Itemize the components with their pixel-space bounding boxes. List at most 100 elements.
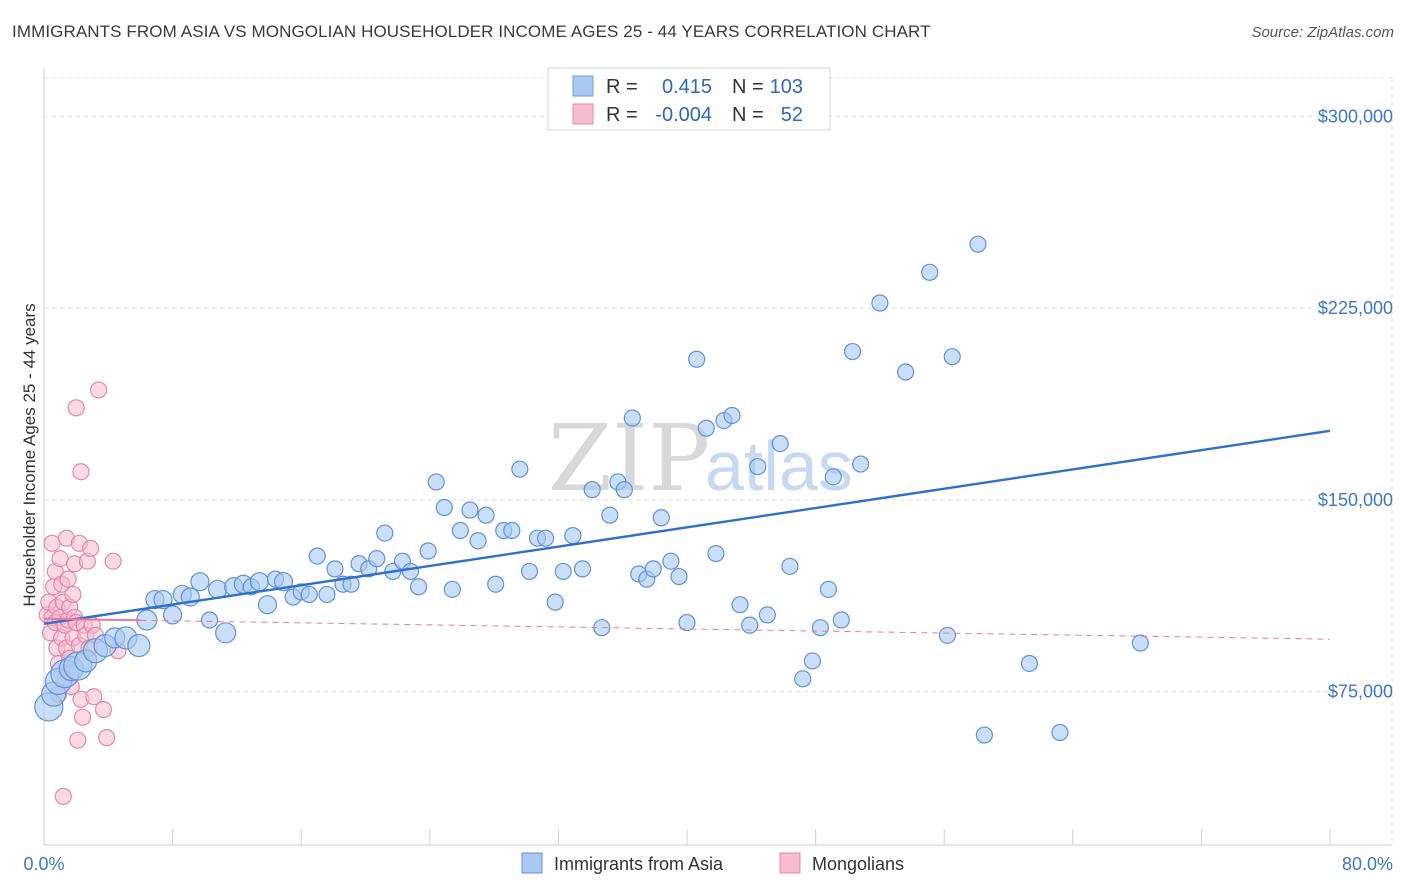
mongolians-point <box>43 534 61 552</box>
asia-point <box>409 578 428 596</box>
asia-point <box>819 580 838 598</box>
asia-point <box>583 481 601 499</box>
asia-point <box>811 619 830 637</box>
bottom-legend-label-0: Immigrants from Asia <box>554 854 724 874</box>
asia-point <box>451 521 469 540</box>
mongolians-point <box>64 585 82 604</box>
asia-point <box>318 585 336 604</box>
asia-point <box>469 532 487 550</box>
asia-point <box>707 544 725 563</box>
legend-r-value-0: 0.415 <box>662 76 712 98</box>
mongolians-point <box>85 688 103 706</box>
bottom-legend-label-1: Mongolians <box>812 854 904 874</box>
asia-point <box>461 501 479 519</box>
asia-point <box>308 547 326 565</box>
asia-point <box>623 409 641 427</box>
asia-point <box>1051 723 1069 742</box>
asia-point <box>688 350 706 368</box>
asia-point <box>554 562 572 581</box>
mongolians-point <box>67 399 85 417</box>
asia-point <box>697 419 715 437</box>
x-tick-label-1: 80.0% <box>1342 854 1393 874</box>
bottom-legend-swatch-0 <box>521 852 543 874</box>
asia-point <box>511 460 529 478</box>
mongolians-point <box>51 550 69 568</box>
mongolians-point <box>98 729 116 747</box>
y-axis-title: Householder Income Ages 25 - 44 years <box>20 303 39 606</box>
asia-point <box>368 550 386 568</box>
mongolians-point <box>73 708 92 726</box>
asia-point <box>419 542 437 560</box>
asia-point <box>670 567 688 586</box>
legend-r-label-1: R = <box>606 104 638 126</box>
asia-point <box>897 363 915 381</box>
asia-point <box>1131 634 1149 652</box>
asia-point <box>975 726 993 744</box>
asia-point <box>601 506 619 524</box>
bottom-legend-swatch-1 <box>779 852 801 874</box>
asia-point <box>943 348 961 366</box>
asia-point <box>938 626 957 644</box>
series-legend: Immigrants from Asia Mongolians <box>521 852 904 874</box>
legend-swatch-1 <box>572 103 594 125</box>
y-tick-label-0: $75,000 <box>1328 682 1393 702</box>
asia-point <box>758 606 776 624</box>
asia-point <box>652 509 670 527</box>
asia-point <box>1020 654 1038 673</box>
asia-point <box>564 527 582 545</box>
asia-point <box>771 435 789 453</box>
asia-point <box>257 595 278 615</box>
asia-point <box>215 622 237 644</box>
asia-point <box>843 342 862 361</box>
asia-point <box>871 294 889 312</box>
legend-n-value-0: 103 <box>770 76 803 98</box>
asia-trend-line <box>43 429 1331 626</box>
asia-point <box>249 572 270 592</box>
asia-point <box>443 580 461 598</box>
asia-point <box>536 529 555 547</box>
legend-n-label-0: N = <box>732 76 764 98</box>
asia-point <box>153 589 173 610</box>
legend-r-label-0: R = <box>606 76 638 98</box>
asia-point <box>435 498 453 517</box>
mongolians-point <box>69 731 87 749</box>
asia-point <box>520 562 539 581</box>
asia-point <box>921 263 939 281</box>
mongolians-trend-solid <box>43 617 141 622</box>
y-tick-label-1: $150,000 <box>1318 490 1393 510</box>
mongolians-point <box>54 787 72 806</box>
asia-point <box>127 633 151 658</box>
trend-lines <box>43 429 1331 640</box>
y-tick-label-3: $300,000 <box>1318 106 1393 126</box>
asia-point <box>824 468 842 486</box>
asia-point <box>644 560 662 578</box>
mongolians-point <box>59 570 77 588</box>
legend-r-value-1: -0.004 <box>655 104 712 126</box>
asia-point <box>832 611 850 629</box>
asia-point <box>662 552 680 570</box>
asia-point <box>852 455 870 473</box>
x-tick-label-0: 0.0% <box>23 854 64 874</box>
asia-point <box>731 596 749 614</box>
asia-point <box>678 613 696 632</box>
mongolians-trend-dashed <box>140 619 1331 640</box>
page-title: IMMIGRANTS FROM ASIA VS MONGOLIAN HOUSEH… <box>12 22 931 41</box>
asia-point <box>573 560 592 578</box>
asia-point <box>376 524 394 542</box>
stats-legend-box <box>547 67 831 131</box>
mongolians-point <box>104 552 122 570</box>
asia-point <box>749 458 767 476</box>
asia-point <box>477 506 495 524</box>
x-tick-labels: 0.0% 80.0% <box>23 854 1393 874</box>
mongolians-point <box>82 539 100 558</box>
asia-point <box>342 575 360 593</box>
asia-point <box>300 585 318 604</box>
y-tick-label-2: $225,000 <box>1318 298 1393 318</box>
asia-point <box>326 560 344 578</box>
y-tick-labels: $75,000 $150,000 $225,000 $300,000 <box>1318 106 1393 701</box>
asia-points <box>34 235 1149 744</box>
mongolians-point <box>72 463 90 481</box>
legend-n-label-1: N = <box>732 104 764 126</box>
asia-point <box>969 235 987 253</box>
